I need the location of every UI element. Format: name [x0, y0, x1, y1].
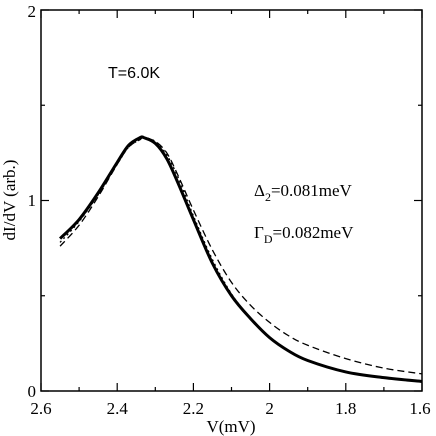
gamma-annotation: ΓD=0.082meV: [254, 223, 354, 246]
plot-frame: [40, 9, 423, 392]
x-tick-label-5: 1.6: [409, 399, 430, 418]
delta-annotation: Δ2=0.081meV: [254, 181, 353, 204]
y-tick-label-0: 0: [28, 382, 37, 401]
delta-value: =0.081meV: [271, 181, 353, 200]
y-tick-labels: 0 1 2: [28, 2, 37, 401]
gamma-subscript: D: [264, 232, 273, 246]
gamma-symbol: Γ: [254, 223, 264, 242]
axis-ticks: [40, 9, 423, 392]
x-tick-label-1: 2.4: [107, 399, 129, 418]
series-layer: [58, 135, 423, 383]
temperature-annotation: T=6.0K: [108, 65, 160, 82]
series-line-dotted: [59, 136, 290, 352]
x-tick-label-2: 2.2: [183, 399, 204, 418]
series-line-solid-thick: [58, 135, 423, 383]
y-tick-label-2: 2: [28, 2, 37, 21]
y-tick-label-1: 1: [28, 191, 37, 210]
delta-subscript: 2: [265, 190, 271, 204]
x-tick-label-0: 2.6: [30, 399, 51, 418]
series-line-dashed: [59, 136, 423, 375]
delta-symbol: Δ: [254, 181, 265, 200]
x-tick-label-4: 1.8: [335, 399, 356, 418]
gamma-value: =0.082meV: [273, 223, 355, 242]
x-tick-label-3: 2: [265, 399, 274, 418]
x-tick-labels: 2.6 2.4 2.2 2 1.8 1.6: [30, 399, 430, 418]
x-axis-title: V(mV): [206, 417, 255, 436]
y-axis-title: dI/dV (arb.): [0, 160, 19, 241]
